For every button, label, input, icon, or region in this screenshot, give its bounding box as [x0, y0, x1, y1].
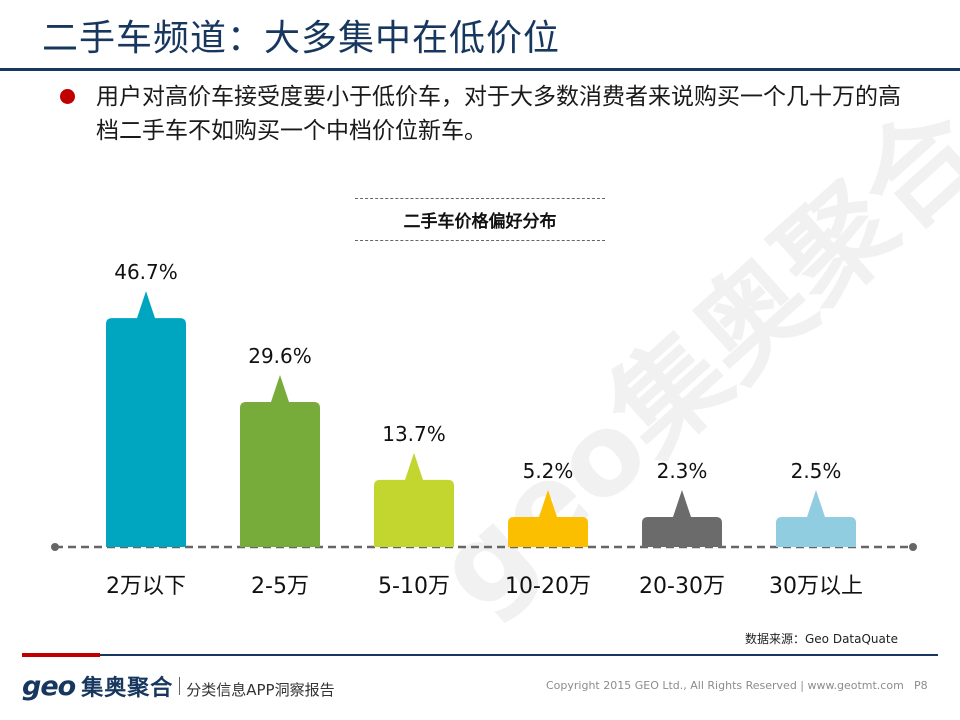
category-label-1: 2万以下 [106, 574, 186, 599]
source-note: 数据来源：Geo DataQuate [745, 632, 898, 646]
data-label-5: 2.3% [657, 459, 708, 483]
category-label-3: 5-10万 [378, 574, 450, 599]
title-underline [0, 68, 960, 71]
bar-4 [508, 490, 588, 547]
bar-6 [776, 490, 856, 547]
data-label-3: 13.7% [382, 422, 446, 446]
chart-title: 二手车价格偏好分布 [403, 212, 557, 232]
bullet-icon [60, 89, 75, 104]
page-number: P8 [914, 679, 928, 692]
bars-group: 46.7% 2万以下 29.6% 2-5万 13.7% 5-10万 5.2% 10-20万 2.… [106, 260, 863, 599]
logo-latin: geo [22, 671, 76, 702]
bar-5 [642, 490, 722, 547]
footer-rule-blue [100, 654, 938, 656]
baseline-end-dot [909, 543, 917, 551]
category-label-4: 10-20万 [505, 574, 591, 599]
logo-chinese: 集奥聚合 [81, 676, 174, 701]
report-subtitle: 分类信息APP洞察报告 [186, 681, 335, 699]
category-label-5: 20-30万 [639, 574, 725, 599]
category-label-6: 30万以上 [769, 574, 863, 599]
logo-separator [179, 677, 181, 695]
bullet-text: 用户对高价车接受度要小于低价车，对于大多数消费者来说购买一个几十万的高档二手车不… [96, 84, 901, 144]
data-label-4: 5.2% [523, 459, 574, 483]
data-label-2: 29.6% [248, 344, 312, 368]
category-label-2: 2-5万 [251, 574, 309, 599]
slide-title: 二手车频道：大多集中在低价位 [42, 18, 561, 59]
bar-2 [240, 374, 320, 547]
chart-title-box: 二手车价格偏好分布 [355, 198, 605, 241]
bar-3 [374, 452, 454, 547]
copyright-text: Copyright 2015 GEO Ltd., All Rights Rese… [546, 679, 904, 692]
bar-1 [106, 291, 186, 547]
baseline-start-dot [51, 543, 59, 551]
data-label-1: 46.7% [114, 260, 178, 284]
footer-rule-red [22, 653, 100, 657]
company-logo: geo 集奥聚合 分类信息APP洞察报告 [22, 670, 335, 702]
data-label-6: 2.5% [791, 459, 842, 483]
